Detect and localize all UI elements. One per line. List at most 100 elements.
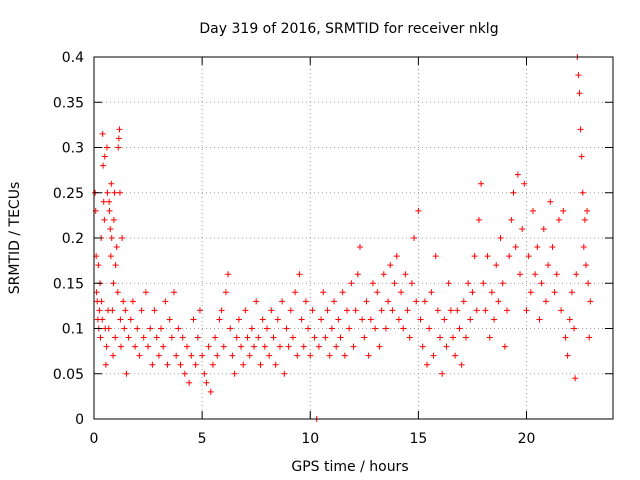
data-point (566, 316, 573, 323)
data-point (417, 316, 424, 323)
data-point (322, 334, 329, 341)
data-point (478, 180, 485, 187)
data-point (162, 298, 169, 305)
data-point (315, 343, 322, 350)
data-point (529, 207, 536, 214)
data-point (454, 307, 461, 314)
data-point (194, 334, 201, 341)
data-point (581, 216, 588, 223)
data-point (408, 280, 415, 287)
data-point (378, 307, 385, 314)
data-point (244, 334, 251, 341)
x-tick-label: 10 (301, 431, 319, 447)
data-point (572, 375, 579, 382)
x-axis-label: GPS time / hours (291, 459, 408, 475)
data-point (173, 352, 180, 359)
data-point (395, 316, 402, 323)
data-point (227, 325, 234, 332)
data-point (216, 316, 223, 323)
data-point (292, 289, 299, 296)
data-point (238, 343, 245, 350)
data-point (155, 352, 162, 359)
data-point (251, 343, 258, 350)
data-point (385, 298, 392, 305)
data-point (205, 343, 212, 350)
y-tick-label: 0.25 (53, 186, 84, 202)
data-point (495, 298, 502, 305)
data-point (235, 316, 242, 323)
data-point (580, 244, 587, 251)
data-point (104, 189, 111, 196)
data-point (138, 307, 145, 314)
data-point (145, 343, 152, 350)
grid-lines (94, 57, 613, 419)
data-point (318, 316, 325, 323)
data-point (98, 298, 105, 305)
data-point (380, 271, 387, 278)
data-point (367, 316, 374, 323)
data-point (333, 343, 340, 350)
data-point (175, 325, 182, 332)
data-point (348, 280, 355, 287)
data-point (514, 171, 521, 178)
data-point (575, 72, 582, 79)
data-point (484, 253, 491, 260)
data-point (110, 216, 117, 223)
data-point (285, 343, 292, 350)
data-point (95, 262, 102, 269)
data-point (242, 307, 249, 314)
data-point (109, 307, 116, 314)
data-point (413, 298, 420, 305)
data-point (415, 207, 422, 214)
data-point (587, 298, 594, 305)
data-point (488, 289, 495, 296)
data-point (177, 361, 184, 368)
data-point (268, 307, 275, 314)
data-point (188, 352, 195, 359)
data-point (534, 244, 541, 251)
data-point (147, 325, 154, 332)
data-point (404, 307, 411, 314)
data-point (354, 271, 361, 278)
data-point (264, 325, 270, 332)
data-point (93, 289, 100, 296)
y-tick-label: 0.1 (62, 322, 84, 338)
y-tick-label: 0.4 (62, 50, 84, 66)
data-point (449, 334, 456, 341)
data-point (96, 307, 103, 314)
data-point (107, 225, 114, 232)
data-point (179, 334, 186, 341)
data-point (103, 144, 110, 151)
data-point (266, 352, 273, 359)
data-point (272, 361, 279, 368)
data-point (112, 262, 119, 269)
data-point (203, 379, 210, 386)
data-point (372, 325, 379, 332)
data-point (123, 370, 130, 377)
data-point (421, 298, 428, 305)
data-point (447, 307, 454, 314)
x-tick-label: 20 (518, 431, 536, 447)
data-point (553, 271, 560, 278)
data-point (350, 343, 357, 350)
data-point (294, 352, 301, 359)
data-point (469, 289, 476, 296)
data-point (573, 271, 580, 278)
data-point (577, 126, 584, 133)
data-point (233, 334, 240, 341)
chart-title: Day 319 of 2016, SRMTID for receiver nkl… (199, 21, 498, 37)
data-point (97, 334, 104, 341)
y-tick-label: 0.2 (62, 231, 84, 247)
data-point (283, 325, 290, 332)
data-point (246, 352, 253, 359)
y-tick-label: 0.15 (53, 276, 84, 292)
data-point (207, 388, 214, 395)
data-point (578, 153, 585, 160)
data-point (276, 343, 283, 350)
y-axis-ticks: 0 0.05 0.1 0.15 0.2 0.25 0.3 0.35 0.4 (53, 50, 613, 428)
data-point (443, 343, 450, 350)
data-point (164, 361, 171, 368)
data-point (259, 316, 266, 323)
data-point (339, 289, 346, 296)
data-point (183, 343, 190, 350)
